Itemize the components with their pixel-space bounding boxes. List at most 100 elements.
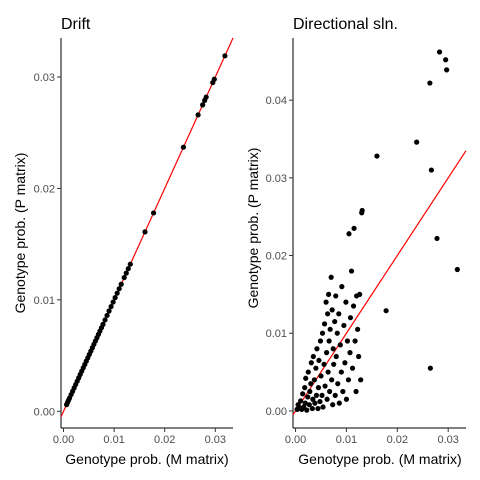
drift-x-tick-label: 0.01 bbox=[103, 434, 124, 446]
directional-x-tick-label: 0.03 bbox=[437, 434, 458, 446]
directional-point bbox=[353, 388, 359, 395]
directional-point bbox=[351, 225, 357, 231]
drift-y-tick-label: 0.00 bbox=[34, 406, 55, 418]
drift-point bbox=[200, 102, 206, 108]
directional-point bbox=[338, 369, 344, 375]
directional-point bbox=[443, 57, 449, 63]
drift-x-tick-label: 0.02 bbox=[154, 434, 175, 446]
directional-point bbox=[344, 338, 351, 344]
directional-point bbox=[342, 360, 348, 366]
directional-point bbox=[317, 338, 324, 344]
directional-point bbox=[298, 398, 304, 404]
directional-point bbox=[319, 330, 326, 336]
directional-point bbox=[330, 346, 336, 352]
directional-point bbox=[320, 404, 326, 410]
directional-point bbox=[323, 299, 329, 305]
drift-point bbox=[123, 270, 129, 276]
drift-point bbox=[108, 303, 114, 310]
drift-y-axis-title: Genotype prob. (P matrix) bbox=[12, 153, 28, 314]
directional-x-tick-label: 0.00 bbox=[285, 434, 306, 446]
directional-point bbox=[305, 369, 311, 375]
directional-point bbox=[436, 49, 443, 55]
directional-point bbox=[303, 375, 309, 381]
directional-y-tick-label: 0.03 bbox=[266, 173, 287, 185]
drift-point bbox=[222, 53, 228, 59]
directional-point bbox=[323, 350, 330, 356]
directional-point bbox=[349, 365, 356, 371]
drift-point bbox=[116, 286, 122, 292]
directional-point bbox=[315, 385, 322, 391]
directional-point bbox=[334, 330, 340, 336]
directional-x-axis-title: Genotype prob. (M matrix) bbox=[298, 451, 461, 467]
directional-point bbox=[326, 338, 332, 344]
directional-point bbox=[325, 311, 331, 317]
directional-point bbox=[359, 207, 365, 214]
drift-point bbox=[100, 321, 106, 327]
directional-y-tick-label: 0.02 bbox=[266, 251, 287, 263]
drift-y-tick-label: 0.02 bbox=[34, 183, 55, 195]
drift-y-tick-label: 0.03 bbox=[34, 72, 55, 84]
directional-point bbox=[434, 235, 440, 242]
directional-point bbox=[311, 377, 317, 383]
drift-point bbox=[195, 112, 201, 118]
directional-point bbox=[454, 266, 460, 273]
directional-point bbox=[305, 394, 311, 400]
drift-point bbox=[180, 144, 187, 150]
drift-point bbox=[114, 290, 120, 296]
directional-point bbox=[312, 400, 318, 406]
drift-x-axis-title: Genotype prob. (M matrix) bbox=[65, 451, 228, 467]
directional-point bbox=[444, 67, 450, 73]
directional-point bbox=[313, 392, 320, 398]
directional-point bbox=[302, 385, 308, 391]
directional-point bbox=[318, 373, 324, 379]
directional-y-tick-label: 0.04 bbox=[266, 95, 287, 107]
directional-point bbox=[331, 361, 337, 367]
directional-point bbox=[333, 293, 339, 299]
directional-point bbox=[357, 291, 363, 297]
drift-points bbox=[63, 53, 228, 408]
directional-point bbox=[330, 402, 336, 408]
directional-point bbox=[326, 291, 332, 297]
directional-point bbox=[314, 346, 320, 352]
directional-point bbox=[341, 322, 347, 329]
directional-point bbox=[310, 396, 316, 402]
drift-point bbox=[125, 266, 131, 272]
directional-point bbox=[306, 402, 312, 408]
directional-point bbox=[328, 274, 334, 280]
directional-panel: Directional sln. Genotype prob. (M matri… bbox=[245, 16, 467, 467]
directional-axes: 0.00 0.01 0.02 0.03 0.00 0.01 0.02 0.03 0.04 bbox=[266, 38, 466, 446]
directional-point bbox=[310, 353, 316, 360]
drift-point bbox=[102, 317, 108, 323]
directional-x-tick-label: 0.01 bbox=[336, 434, 357, 446]
drift-point bbox=[211, 76, 217, 82]
drift-point bbox=[121, 274, 127, 281]
directional-point bbox=[358, 377, 364, 383]
directional-title: Directional sln. bbox=[293, 16, 398, 33]
directional-point bbox=[352, 338, 358, 344]
directional-point bbox=[340, 388, 346, 395]
directional-point bbox=[329, 307, 335, 313]
directional-point bbox=[347, 350, 353, 356]
directional-point bbox=[322, 383, 328, 389]
drift-point bbox=[203, 94, 209, 100]
directional-point bbox=[327, 388, 333, 395]
drift-point bbox=[104, 312, 110, 319]
directional-point bbox=[336, 311, 342, 317]
directional-point bbox=[343, 396, 350, 402]
drift-x-tick-label: 0.00 bbox=[53, 434, 74, 446]
directional-point bbox=[313, 365, 319, 371]
directional-point bbox=[308, 381, 314, 387]
directional-point bbox=[327, 326, 333, 332]
drift-point bbox=[142, 229, 148, 235]
directional-point bbox=[427, 80, 433, 86]
directional-point bbox=[329, 377, 335, 383]
drift-panel: Drift Genotype prob. (M matrix) Genotype… bbox=[12, 16, 234, 467]
directional-point bbox=[355, 326, 361, 332]
drift-point bbox=[118, 281, 124, 287]
directional-point bbox=[343, 299, 349, 305]
drift-point bbox=[150, 210, 157, 216]
directional-point bbox=[332, 392, 338, 398]
drift-point bbox=[127, 261, 133, 267]
directional-fit-line-group bbox=[292, 150, 467, 416]
